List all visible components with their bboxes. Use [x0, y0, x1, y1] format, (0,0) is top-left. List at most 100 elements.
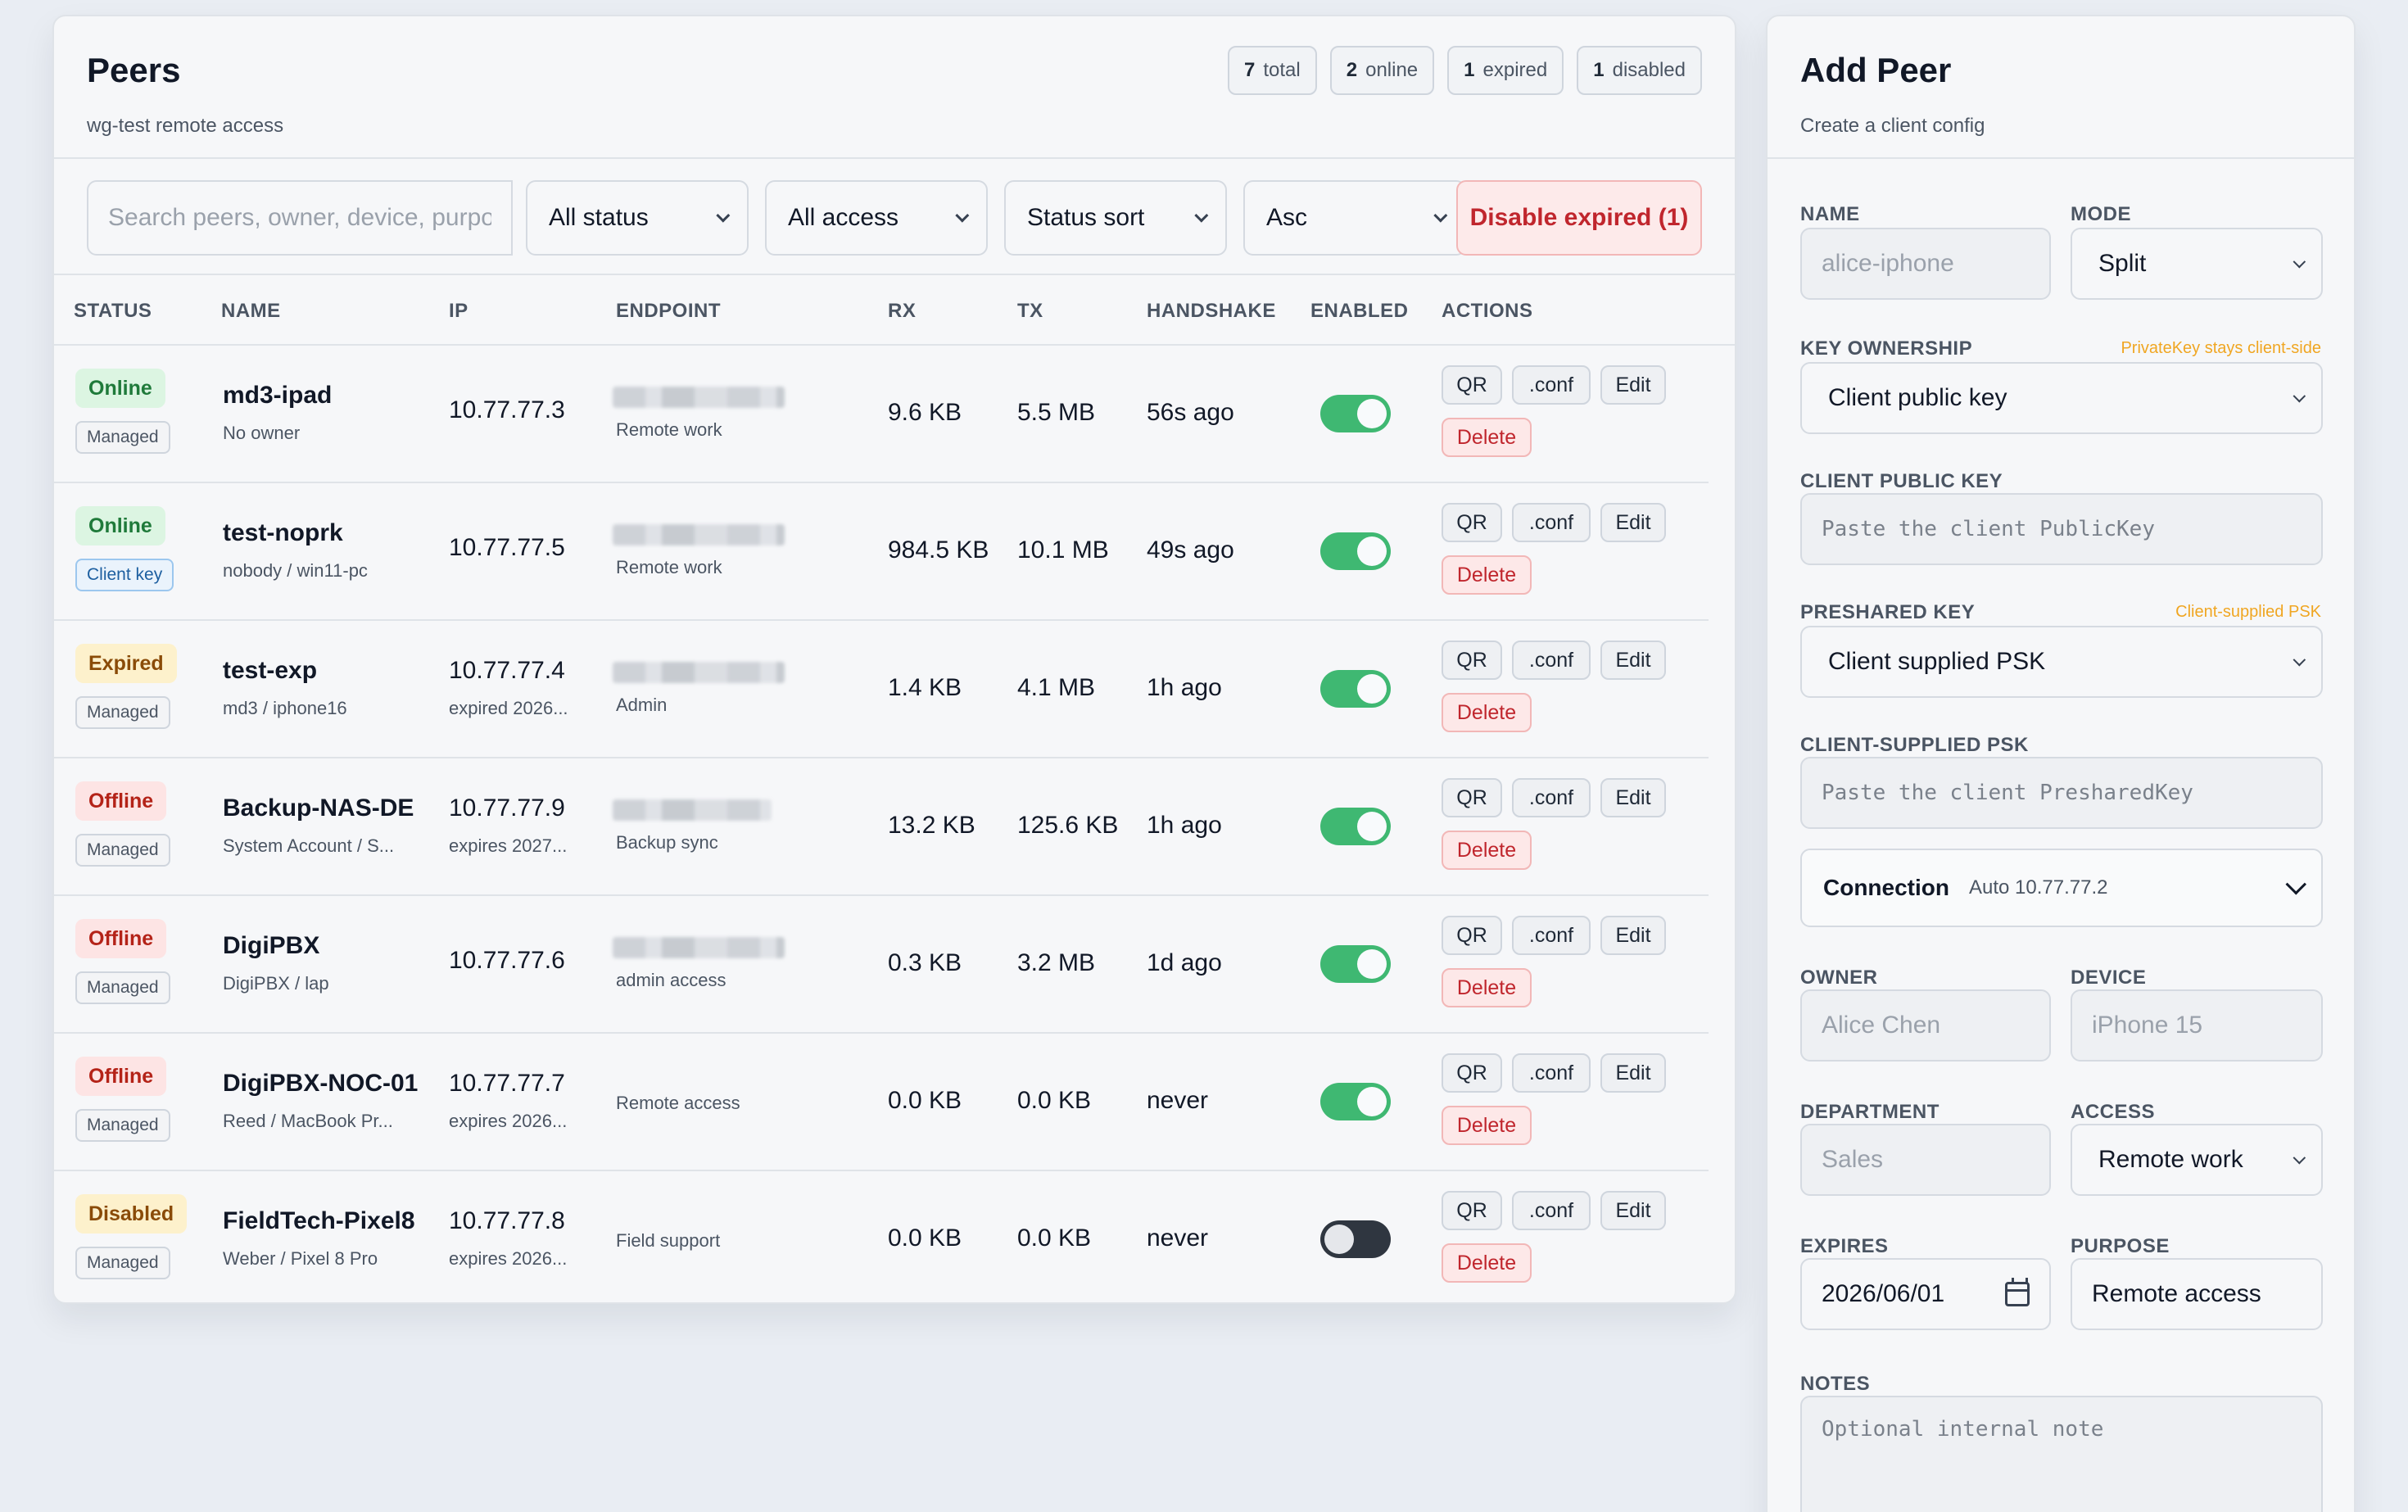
col-handshake[interactable]: HANDSHAKE	[1147, 300, 1276, 322]
peer-name[interactable]: md3-ipad	[223, 382, 333, 409]
edit-button[interactable]: Edit	[1600, 641, 1666, 680]
status-badge: Offline	[75, 1057, 167, 1096]
qr-button[interactable]: QR	[1442, 503, 1502, 542]
download-conf-button[interactable]: .conf	[1512, 503, 1591, 542]
key-ownership-label: KEY OWNERSHIP	[1800, 337, 1973, 360]
delete-button[interactable]: Delete	[1442, 693, 1532, 732]
qr-button[interactable]: QR	[1442, 778, 1502, 817]
qr-button[interactable]: QR	[1442, 916, 1502, 955]
notes-textarea[interactable]: Optional internal note	[1800, 1396, 2323, 1512]
peer-ip: 10.77.77.6	[449, 947, 565, 974]
download-conf-button[interactable]: .conf	[1512, 778, 1591, 817]
edit-button[interactable]: Edit	[1600, 503, 1666, 542]
status-badge: Online	[75, 369, 165, 408]
count-label: expired	[1482, 59, 1548, 81]
sort-select[interactable]: Status sort	[1004, 180, 1227, 256]
edit-button[interactable]: Edit	[1600, 1191, 1666, 1230]
col-actions: ACTIONS	[1442, 300, 1533, 322]
enabled-toggle[interactable]	[1320, 670, 1391, 708]
edit-button[interactable]: Edit	[1600, 916, 1666, 955]
status-filter-select[interactable]: All status	[526, 180, 749, 256]
delete-button[interactable]: Delete	[1442, 831, 1532, 870]
client-public-key-label: CLIENT PUBLIC KEY	[1800, 470, 2003, 492]
edit-button[interactable]: Edit	[1600, 365, 1666, 405]
calendar-icon[interactable]	[2005, 1278, 2030, 1306]
chevron-down-icon	[2293, 255, 2306, 268]
rx-value: 1.4 KB	[888, 674, 962, 701]
count-label: online	[1365, 59, 1419, 81]
peer-expiry: expires 2027...	[449, 835, 568, 856]
page-title: Peers	[87, 51, 181, 89]
client-public-key-field[interactable]: Paste the client PublicKey	[1800, 493, 2323, 565]
delete-button[interactable]: Delete	[1442, 1106, 1532, 1145]
edit-button[interactable]: Edit	[1600, 1053, 1666, 1093]
delete-button[interactable]: Delete	[1442, 968, 1532, 1007]
download-conf-button[interactable]: .conf	[1512, 641, 1591, 680]
mode-value: Split	[2098, 250, 2147, 277]
count-total: 7 total	[1228, 46, 1317, 95]
peer-owner: Weber / Pixel 8 Pro	[223, 1248, 378, 1269]
col-enabled[interactable]: ENABLED	[1310, 300, 1409, 322]
enabled-toggle[interactable]	[1320, 945, 1391, 983]
key-type-tag: Managed	[75, 421, 170, 454]
count-disabled: 1 disabled	[1577, 46, 1702, 95]
expires-label: EXPIRES	[1800, 1235, 1889, 1257]
device-label: DEVICE	[2071, 967, 2147, 989]
expires-date-field[interactable]: 2026/06/01	[1800, 1258, 2051, 1330]
peer-name[interactable]: FieldTech-Pixel8	[223, 1207, 415, 1234]
access-select[interactable]: Remote work	[2071, 1124, 2323, 1196]
disable-expired-button[interactable]: Disable expired (1)	[1456, 180, 1702, 256]
download-conf-button[interactable]: .conf	[1512, 1191, 1591, 1230]
key-ownership-select[interactable]: Client public key	[1800, 362, 2323, 434]
chevron-down-icon	[716, 208, 731, 223]
col-endpoint[interactable]: ENDPOINT	[616, 300, 722, 322]
qr-button[interactable]: QR	[1442, 1191, 1502, 1230]
order-select[interactable]: Asc	[1243, 180, 1466, 256]
department-field[interactable]: Sales	[1800, 1124, 2051, 1196]
handshake-value: never	[1147, 1225, 1209, 1252]
download-conf-button[interactable]: .conf	[1512, 365, 1591, 405]
name-field[interactable]: alice-iphone	[1800, 228, 2051, 300]
enabled-toggle[interactable]	[1320, 1083, 1391, 1120]
preshared-key-select[interactable]: Client supplied PSK	[1800, 626, 2323, 698]
peer-name[interactable]: Backup-NAS-DE	[223, 794, 414, 822]
download-conf-button[interactable]: .conf	[1512, 1053, 1591, 1093]
enabled-toggle[interactable]	[1320, 808, 1391, 845]
peer-name[interactable]: DigiPBX	[223, 932, 320, 959]
delete-button[interactable]: Delete	[1442, 418, 1532, 457]
download-conf-button[interactable]: .conf	[1512, 916, 1591, 955]
status-badge: Disabled	[75, 1194, 188, 1234]
client-psk-field[interactable]: Paste the client PresharedKey	[1800, 757, 2323, 829]
purpose-field[interactable]: Remote access	[2071, 1258, 2323, 1330]
col-name[interactable]: NAME	[221, 300, 281, 322]
delete-button[interactable]: Delete	[1442, 1243, 1532, 1283]
owner-label: OWNER	[1800, 967, 1878, 989]
connection-disclosure[interactable]: Connection Auto 10.77.77.2	[1800, 849, 2323, 927]
enabled-toggle[interactable]	[1320, 1220, 1391, 1258]
preshared-key-value: Client supplied PSK	[1828, 648, 2046, 675]
status-badge: Offline	[75, 781, 167, 821]
peer-expiry: expired 2026...	[449, 698, 568, 718]
delete-button[interactable]: Delete	[1442, 555, 1532, 595]
enabled-toggle[interactable]	[1320, 532, 1391, 570]
enabled-toggle[interactable]	[1320, 395, 1391, 432]
col-status[interactable]: STATUS	[74, 300, 152, 322]
col-tx[interactable]: TX	[1017, 300, 1043, 322]
col-ip[interactable]: IP	[449, 300, 468, 322]
qr-button[interactable]: QR	[1442, 1053, 1502, 1093]
device-field[interactable]: iPhone 15	[2071, 989, 2323, 1062]
access-filter-select[interactable]: All access	[765, 180, 988, 256]
mode-select[interactable]: Split	[2071, 228, 2323, 300]
qr-button[interactable]: QR	[1442, 365, 1502, 405]
peer-name[interactable]: test-exp	[223, 657, 318, 684]
toggle-knob	[1324, 1225, 1354, 1254]
qr-button[interactable]: QR	[1442, 641, 1502, 680]
peer-name[interactable]: test-noprk	[223, 519, 343, 546]
endpoint-redacted	[613, 799, 772, 821]
col-rx[interactable]: RX	[888, 300, 917, 322]
owner-field[interactable]: Alice Chen	[1800, 989, 2051, 1062]
edit-button[interactable]: Edit	[1600, 778, 1666, 817]
search-input[interactable]	[87, 180, 513, 256]
toggle-knob	[1357, 812, 1387, 841]
peer-name[interactable]: DigiPBX-NOC-01	[223, 1070, 419, 1097]
